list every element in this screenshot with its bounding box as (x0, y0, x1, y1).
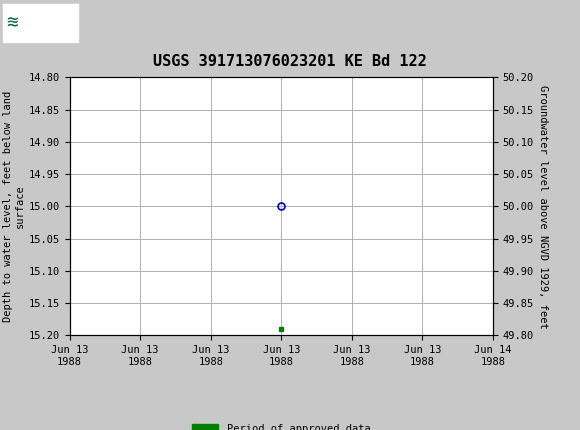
Text: USGS: USGS (32, 15, 79, 30)
Y-axis label: Depth to water level, feet below land
surface: Depth to water level, feet below land su… (3, 91, 24, 322)
Text: ≋: ≋ (6, 13, 17, 32)
Y-axis label: Groundwater level above NGVD 1929, feet: Groundwater level above NGVD 1929, feet (538, 85, 548, 328)
FancyBboxPatch shape (3, 3, 78, 42)
Legend: Period of approved data: Period of approved data (188, 420, 375, 430)
Text: USGS 391713076023201 KE Bd 122: USGS 391713076023201 KE Bd 122 (153, 54, 427, 69)
